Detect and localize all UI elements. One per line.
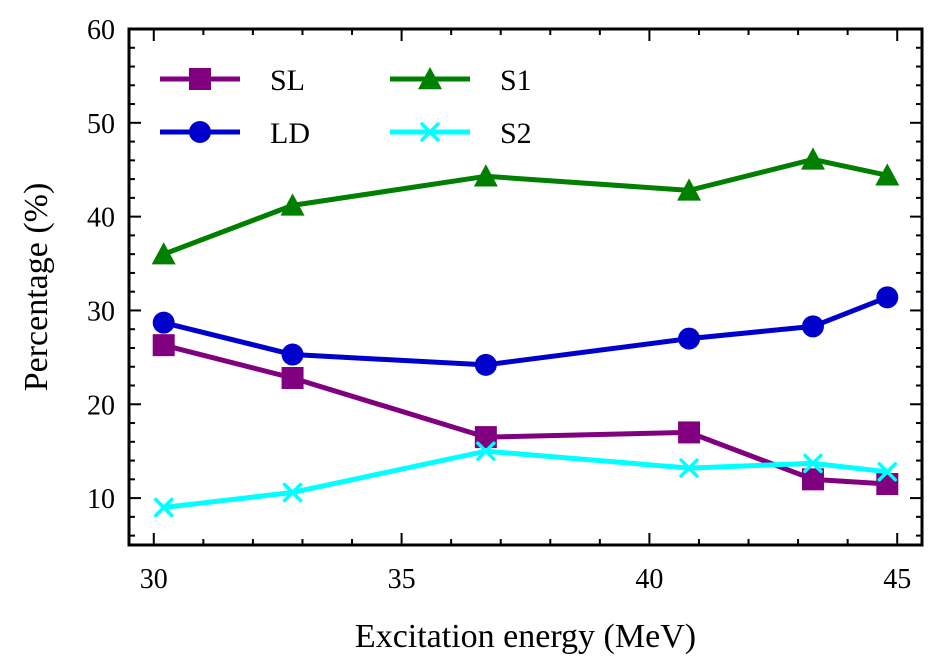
y-axis-label: Percentage (%) (18, 183, 55, 392)
legend: SL LD S1 S2 (160, 64, 532, 150)
series-ld (152, 286, 899, 376)
series-s1 (151, 147, 900, 265)
legend-item-s1: S1 (390, 64, 532, 97)
plot-series (151, 147, 900, 518)
x-axis-label: Excitation energy (MeV) (355, 618, 696, 655)
y-tick-label: 50 (87, 109, 115, 140)
data-point-sl (281, 367, 304, 390)
x-tick-label: 30 (140, 564, 168, 595)
data-point-s1 (800, 147, 825, 170)
y-tick-label: 30 (87, 296, 115, 327)
y-tick-label: 20 (87, 390, 115, 421)
series-line-ld (163, 294, 889, 368)
data-point-s2 (153, 497, 174, 518)
plot-frame (127, 27, 924, 547)
data-point-sl (152, 334, 175, 357)
data-point-s1 (677, 178, 702, 201)
data-point-ld (801, 315, 824, 338)
series-line-sl (163, 342, 888, 487)
legend-label: LD (270, 117, 310, 150)
data-point-ld (281, 343, 304, 366)
data-point-sl (474, 426, 497, 449)
legend-label: S1 (500, 64, 532, 97)
data-point-sl (801, 468, 824, 491)
data-point-s1 (151, 242, 176, 265)
legend-label: S2 (500, 117, 532, 150)
axis-ticks: 30 35 40 45 10 20 30 40 50 60 (87, 15, 922, 595)
data-point-ld (678, 327, 701, 350)
series-line-s1 (162, 156, 888, 257)
data-point-s1 (875, 163, 900, 186)
legend-marker (420, 122, 440, 142)
legend-marker (189, 121, 211, 143)
data-point-s2 (282, 482, 303, 503)
y-tick-label: 40 (87, 203, 115, 234)
series-line-s2 (163, 448, 888, 510)
data-point-sl (678, 421, 701, 444)
data-point-s2 (877, 462, 898, 482)
data-point-s1 (280, 193, 305, 216)
series-s2 (153, 441, 898, 518)
data-point-ld (474, 353, 497, 376)
x-tick-label: 45 (883, 564, 911, 595)
x-tick-label: 35 (388, 564, 416, 595)
data-point-s2 (476, 441, 496, 461)
y-tick-label: 10 (87, 484, 115, 515)
legend-label: SL (270, 64, 305, 97)
data-point-sl (876, 473, 899, 496)
legend-marker (418, 67, 442, 90)
data-point-ld (876, 286, 899, 309)
data-point-s2 (803, 453, 823, 474)
data-point-s2 (679, 458, 699, 478)
legend-item-sl: SL (160, 64, 305, 97)
legend-marker (189, 68, 211, 90)
data-point-s1 (473, 164, 498, 187)
legend-item-s2: S2 (390, 117, 532, 150)
data-point-ld (152, 311, 175, 334)
legend-item-ld: LD (160, 117, 310, 150)
y-tick-label: 60 (87, 15, 115, 46)
x-tick-label: 40 (635, 564, 663, 595)
